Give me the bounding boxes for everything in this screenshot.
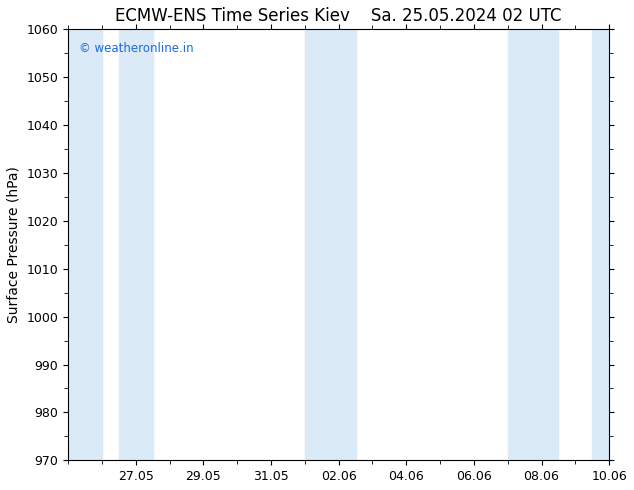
Text: © weatheronline.in: © weatheronline.in — [79, 42, 193, 55]
Y-axis label: Surface Pressure (hPa): Surface Pressure (hPa) — [7, 167, 21, 323]
Bar — [119, 29, 153, 460]
Bar — [508, 29, 559, 460]
Bar — [305, 29, 356, 460]
Bar — [592, 29, 609, 460]
Title: ECMW-ENS Time Series Kiev    Sa. 25.05.2024 02 UTC: ECMW-ENS Time Series Kiev Sa. 25.05.2024… — [115, 7, 562, 25]
Bar — [68, 29, 102, 460]
